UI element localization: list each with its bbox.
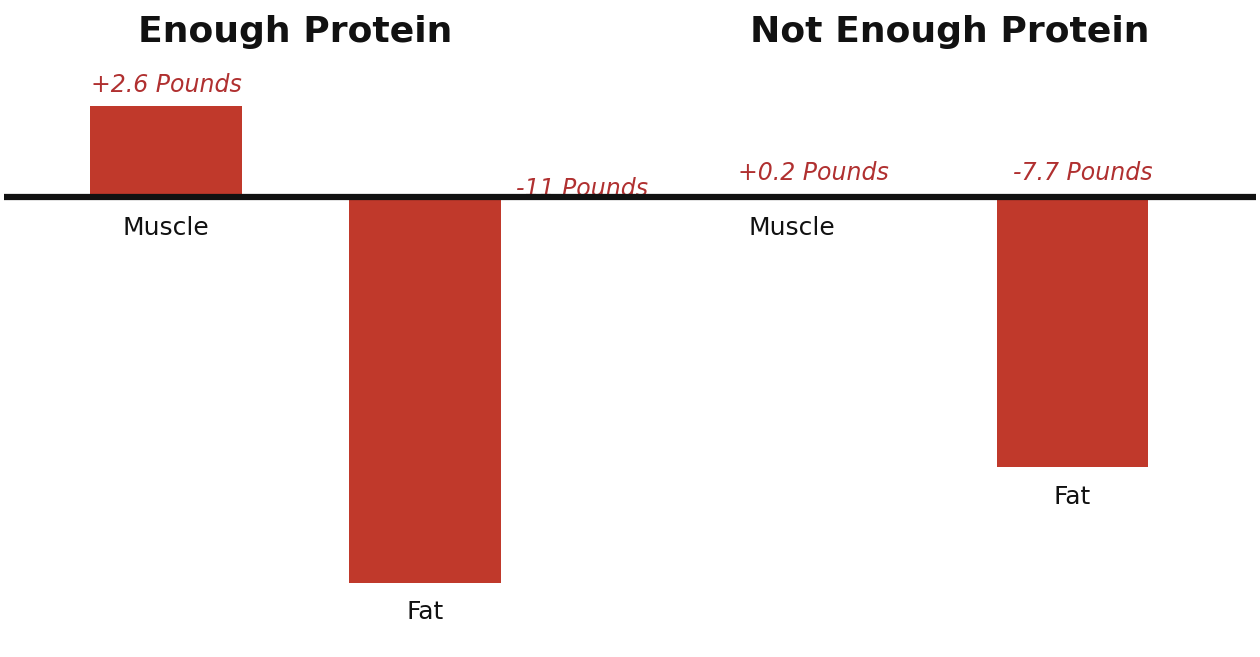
Bar: [91, 106, 242, 197]
Text: Enough Protein: Enough Protein: [139, 14, 452, 49]
Text: Fat: Fat: [1053, 484, 1091, 509]
Text: +0.2 Pounds: +0.2 Pounds: [738, 161, 888, 185]
Text: Fat: Fat: [407, 600, 444, 624]
Text: -11 Pounds: -11 Pounds: [515, 177, 648, 200]
Text: Not Enough Protein: Not Enough Protein: [750, 14, 1149, 49]
Bar: [349, 197, 500, 583]
Text: -7.7 Pounds: -7.7 Pounds: [1013, 161, 1153, 185]
Text: Muscle: Muscle: [122, 216, 209, 240]
Text: Muscle: Muscle: [748, 216, 835, 240]
Text: +2.6 Pounds: +2.6 Pounds: [91, 73, 242, 97]
Bar: [997, 197, 1148, 467]
